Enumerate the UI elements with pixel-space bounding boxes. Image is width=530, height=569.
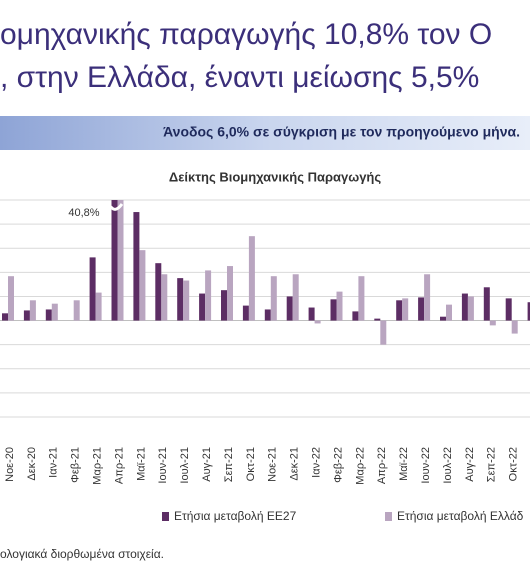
bar: [183, 280, 190, 321]
x-tick-label: Φεβ-22: [332, 447, 344, 483]
x-tick-label: Οκτ-21: [245, 447, 257, 481]
bar: [51, 303, 58, 321]
bar: [374, 318, 381, 321]
bar: [314, 320, 321, 324]
plot: [2, 200, 530, 345]
x-tick-label: Αυγ-22: [464, 447, 476, 482]
bar: [461, 293, 468, 321]
bar: [205, 270, 212, 321]
bar: [95, 292, 102, 321]
x-tick-label: Αυγ-21: [201, 447, 213, 482]
bar: [505, 298, 512, 321]
bar: [199, 293, 206, 321]
bar: [227, 266, 233, 321]
x-tick-label: Νοε-21: [267, 447, 279, 482]
bar: [286, 296, 293, 321]
bar: [2, 313, 8, 321]
bar: [73, 300, 80, 321]
bar: [467, 296, 474, 321]
chart-title: Δείκτης Βιομηχανικής Παραγωγής: [169, 169, 382, 184]
legend-label: Ετήσια μεταβολή Ελλάδ: [397, 509, 524, 523]
bar: [380, 320, 387, 345]
bar: [352, 311, 359, 321]
bar: [330, 299, 337, 321]
legend-swatch: [385, 512, 392, 521]
bar: [29, 300, 36, 321]
x-tick-label: Δεκ-20: [26, 447, 38, 481]
bar: [511, 320, 518, 334]
bar: [483, 287, 490, 321]
x-tick-label: Ιουλ-22: [442, 447, 454, 484]
x-tick-label: Ιουν-22: [420, 447, 432, 484]
legend-label: Ετήσια μεταβολή ΕΕ27: [174, 509, 297, 523]
bar: [264, 309, 271, 321]
bar: [177, 278, 184, 321]
x-tick-label: Απρ-21: [113, 447, 125, 484]
x-tick-label: Οκτ-22: [508, 447, 520, 481]
x-tick-label: Σεπ-21: [223, 447, 235, 482]
bar: [133, 212, 140, 321]
bar: [270, 276, 277, 321]
bar: [440, 316, 446, 321]
bar: [248, 236, 255, 321]
x-tick-label: Απρ-22: [376, 447, 388, 484]
bar: [139, 250, 146, 321]
x-tick-label: Σεπ-22: [486, 447, 498, 482]
x-tick-label: Ιουλ-21: [179, 447, 191, 484]
bar: [396, 300, 403, 321]
banner-text: Άνοδος 6,0% σε σύγκριση με τον προηγούμε…: [163, 124, 520, 140]
x-tick-label: Ιουν-21: [157, 447, 169, 484]
bar: [424, 274, 431, 321]
x-tick-label: Μαρ-21: [92, 447, 104, 485]
bar: [221, 290, 227, 321]
x-tick-label: Ιαν-21: [48, 447, 60, 478]
x-tick-label: Μαϊ-22: [398, 447, 410, 481]
bar: [45, 309, 52, 321]
x-tick-label: Ιαν-22: [311, 447, 323, 478]
bar: [292, 274, 299, 321]
bar: [446, 304, 452, 321]
x-tick-label: Μαρ-22: [354, 447, 366, 485]
banner: [0, 116, 530, 150]
legend-swatch: [162, 512, 169, 521]
annotation: 40,8%: [68, 207, 99, 219]
bar: [89, 257, 96, 321]
bar: [527, 302, 530, 321]
x-tick-label: Δεκ-21: [289, 447, 301, 481]
bar: [111, 200, 118, 321]
bar: [358, 276, 365, 321]
bar: [336, 291, 343, 321]
footer: ολογιακά διορθωμένα στοιχεία.: [0, 547, 164, 561]
title-line: ομηχανικής παραγωγής 10,8% τον Ο: [0, 18, 492, 51]
x-tick-label: Νοε-20: [4, 447, 16, 482]
bar: [242, 305, 249, 321]
bar: [155, 263, 162, 321]
bar: [308, 307, 315, 321]
x-tick-label: Μαϊ-21: [135, 447, 147, 481]
title-line: , στην Ελλάδα, έναντι μείωσης 5,5%: [0, 61, 479, 94]
bar: [489, 320, 496, 326]
bar: [117, 200, 124, 321]
bar: [402, 298, 409, 321]
bar: [418, 297, 425, 321]
bar: [23, 310, 30, 321]
axis-break: [102, 203, 124, 211]
x-tick-label: Φεβ-21: [70, 447, 82, 483]
bar: [8, 276, 14, 321]
bar: [161, 274, 168, 321]
